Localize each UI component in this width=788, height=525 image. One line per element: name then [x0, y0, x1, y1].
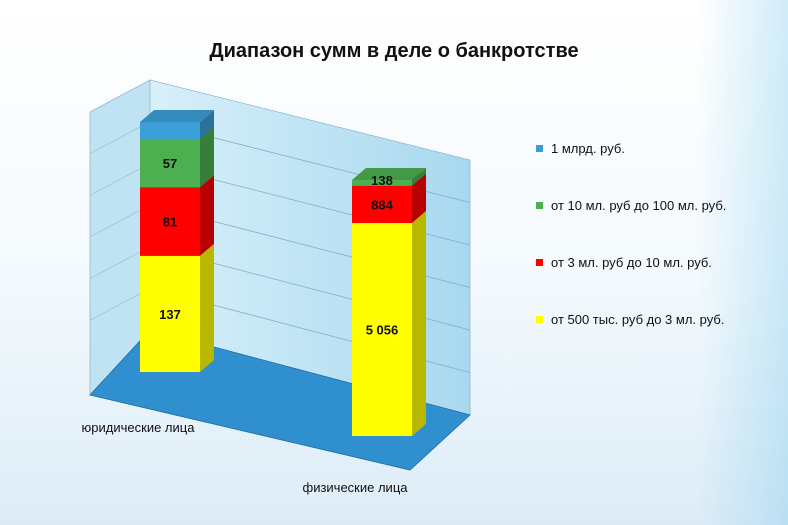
bar-front: [140, 255, 200, 372]
legend: 1 млрд. руб. от 10 мл. руб до 100 мл. руб…: [536, 138, 776, 366]
legend-label: от 500 тыс. руб до 3 мл. руб.: [551, 311, 725, 327]
data-label: 137: [159, 307, 181, 322]
bar-segment-1-2: 81: [140, 175, 214, 256]
bar-top: [140, 110, 214, 122]
bar-front: [352, 185, 412, 224]
legend-item: от 10 мл. руб до 100 мл. руб.: [536, 195, 776, 215]
category-label: юридические лица: [82, 420, 196, 435]
bar-segment-1-3: 57: [140, 126, 214, 188]
legend-swatch: [536, 201, 543, 209]
legend-swatch: [536, 144, 543, 152]
legend-item: 1 млрд. руб.: [536, 138, 776, 158]
data-label: 138: [371, 173, 393, 188]
legend-item: от 500 тыс. руб до 3 мл. руб.: [536, 309, 776, 329]
category-label: физические лица: [303, 480, 409, 495]
bar-front: [352, 180, 412, 186]
data-label: 884: [371, 197, 393, 212]
bar-side: [412, 168, 426, 186]
legend-label: от 10 мл. руб до 100 мл. руб.: [551, 197, 727, 213]
bar-front: [140, 187, 200, 256]
bar-front: [140, 138, 200, 188]
bar-front: [140, 122, 200, 139]
bar-side: [412, 173, 426, 224]
bar-segment-2-1: 5 056: [352, 211, 426, 436]
bar-top: [352, 168, 426, 180]
legend-item: от 3 мл. руб до 10 мл. руб.: [536, 252, 776, 272]
data-label: 81: [163, 215, 177, 230]
legend-label: от 3 мл. руб до 10 мл. руб.: [551, 254, 712, 270]
background-glow: [698, 0, 788, 525]
data-label: 57: [163, 156, 177, 171]
legend-swatch: [536, 315, 543, 323]
legend-label: 1 млрд. руб.: [551, 140, 625, 156]
bar-segment-2-3: 138: [352, 168, 426, 188]
legend-swatch: [536, 258, 543, 266]
data-label: 5 056: [366, 323, 399, 338]
bar-side: [412, 211, 426, 436]
bar-segment-1-4: [140, 110, 214, 139]
bar-side: [200, 243, 214, 372]
bar-front: [352, 223, 412, 436]
bar-segment-1-1: 137: [140, 243, 214, 372]
bar-side: [200, 126, 214, 188]
bar-side: [200, 110, 214, 139]
bar-side: [200, 175, 214, 256]
chart-title: Диапазон сумм в деле о банкротстве: [209, 40, 579, 62]
